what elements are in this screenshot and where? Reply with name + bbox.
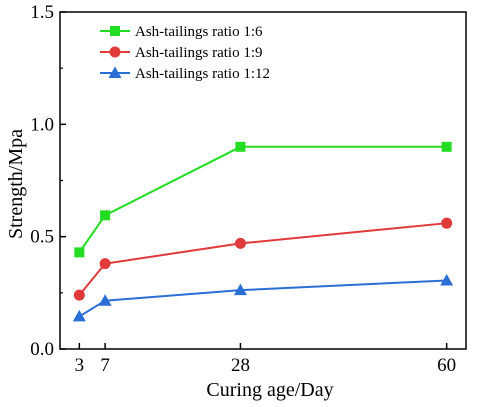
plot-frame [59,11,467,350]
series-line [78,145,447,253]
series-line [78,222,447,296]
legend-marker [108,66,122,78]
data-point [233,283,247,296]
legend-entry: Ash-tailings ratio 1:9 [100,45,263,61]
data-point [235,141,246,152]
y-tick-label: 1.0 [30,114,54,135]
legend-marker [109,46,121,58]
data-point [74,247,85,258]
data-point [441,217,453,229]
series-1 [74,141,452,258]
legend: Ash-tailings ratio 1:6 Ash-tailings ratio… [100,24,270,82]
legend-label: Ash-tailings ratio 1:12 [135,66,270,82]
series-3 [72,273,454,322]
data-point [441,141,452,152]
data-point [72,309,86,322]
data-point [100,210,111,221]
x-tick-label: 28 [231,355,250,376]
data-point [99,258,111,270]
legend-label: Ash-tailings ratio 1:9 [135,45,263,61]
y-tick-label: 0.0 [30,339,54,360]
legend-entry: Ash-tailings ratio 1:12 [100,66,270,82]
x-tick-label: 7 [100,355,110,376]
data-point [73,289,85,301]
series-line [78,279,447,318]
series-2 [73,217,453,301]
x-tick-label: 3 [75,355,85,376]
plot-area [72,141,454,322]
data-point [234,237,246,249]
data-point [440,273,454,286]
y-tick-label: 0.5 [30,227,54,248]
x-tick-label: 60 [437,355,456,376]
legend-entry: Ash-tailings ratio 1:6 [100,24,263,40]
x-axis-title: Curing age/Day [206,379,333,401]
legend-marker [110,26,120,36]
legend-label: Ash-tailings ratio 1:6 [135,24,263,40]
data-point [98,294,112,306]
y-tick-label: 1.5 [30,2,54,23]
axes: 0.0 0.5 1.0 1.5 3 7 28 60 [30,2,467,376]
y-axis-title: Strength/Mpa [5,129,27,239]
